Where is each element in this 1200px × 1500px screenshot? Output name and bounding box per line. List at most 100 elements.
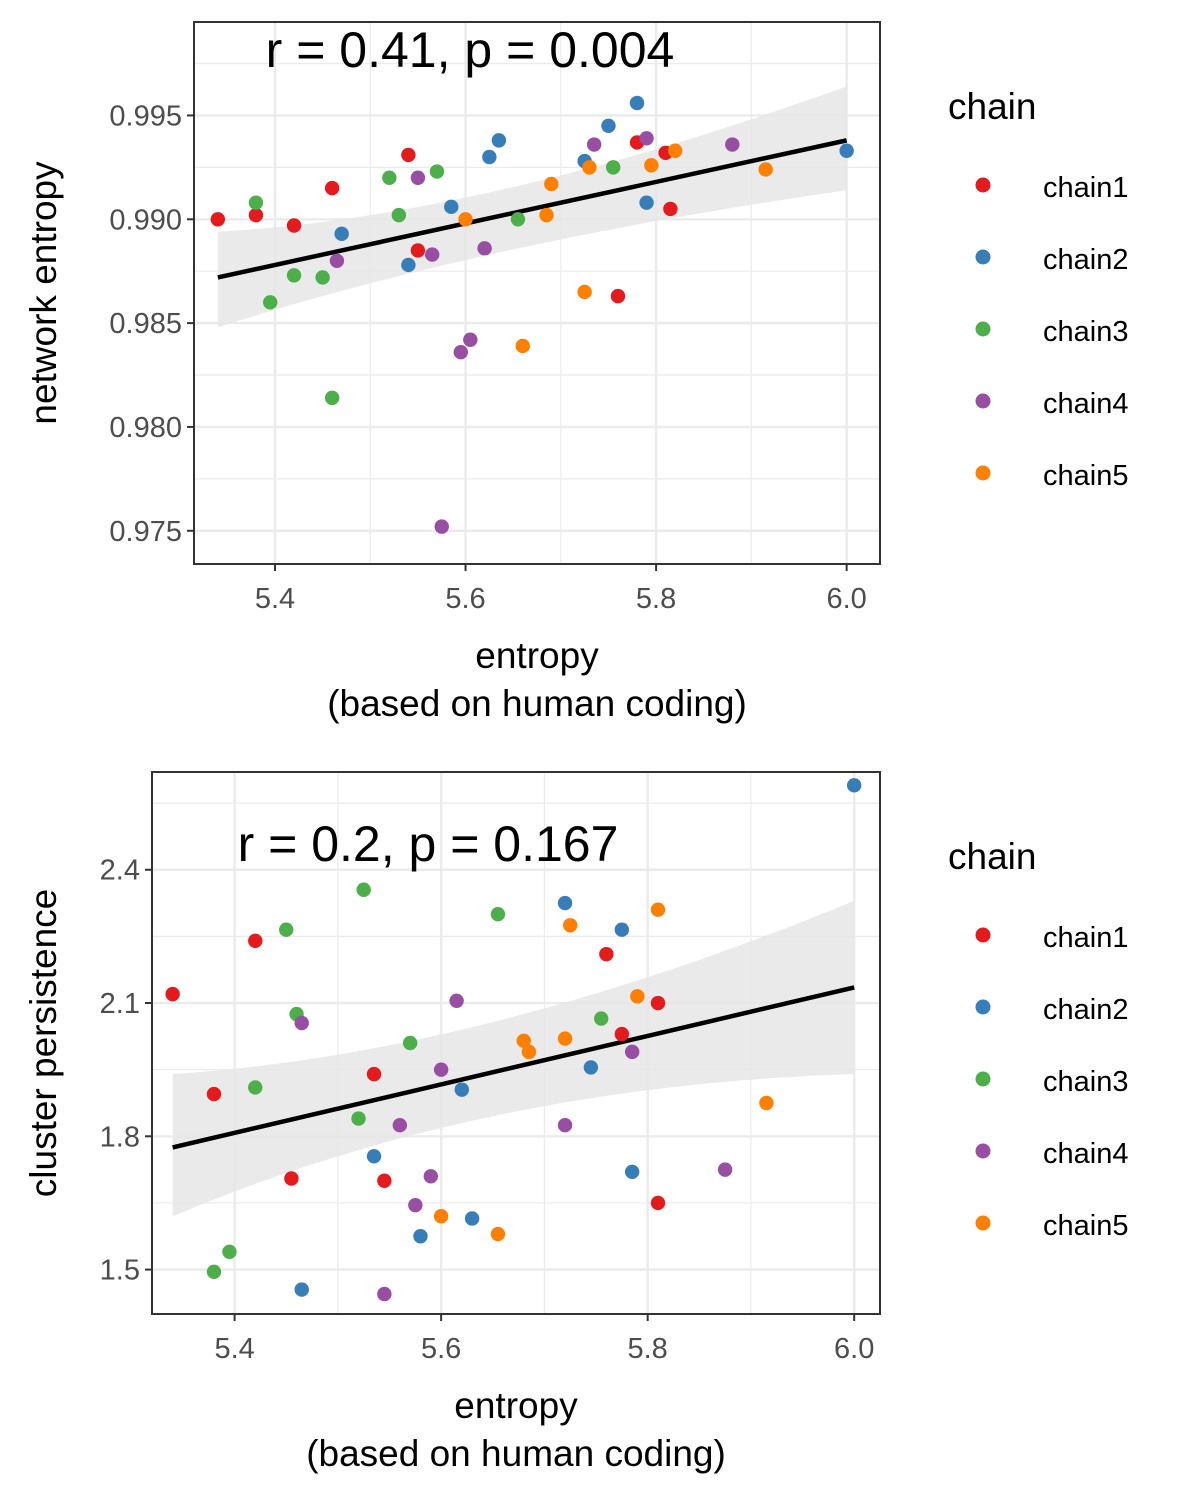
point-chain3 [356,882,371,897]
panel-border [193,21,881,565]
point-chain5 [563,918,578,933]
legend-key-chain2 [975,999,991,1015]
y-tick-label: 0.975 [109,516,182,548]
x-tick-label: 5.6 [421,1333,461,1365]
point-chain1 [650,995,666,1011]
point-chain3 [510,212,526,227]
point-chain3 [248,1080,263,1095]
point-chain2 [491,133,507,148]
y-tick-label: 2.4 [100,855,140,887]
point-chain5 [515,338,530,354]
point-chain4 [463,332,478,347]
x-tick-label: 5.8 [627,1333,667,1365]
point-chain5 [490,1226,506,1242]
legend: chain chain1 chain2 chain3 chain4 chain5 [948,86,1128,492]
point-chain3 [606,160,621,175]
legend-key-chain1 [975,177,991,193]
point-chain5 [630,989,645,1004]
y-tick-label: 0.980 [109,412,182,444]
point-chain4 [717,1162,733,1177]
point-chain3 [206,1264,222,1279]
point-chain4 [329,253,345,269]
legend-title: chain [948,836,1036,877]
legend-key-chain3 [975,1071,991,1087]
point-chain2 [294,1282,309,1297]
point-chain3 [263,295,278,310]
point-chain5 [667,143,683,158]
point-chain5 [544,176,559,192]
y-tick-label: 2.1 [100,988,140,1020]
x-tick-label: 6.0 [834,1333,874,1365]
point-chain2 [639,195,654,210]
point-chain1 [377,1173,392,1188]
x-tick-label: 5.6 [445,583,485,615]
point-chain1 [614,1026,630,1042]
legend-key-chain5 [975,1215,991,1231]
point-chain3 [286,268,302,283]
point-chain3 [382,170,397,185]
x-axis-title: entropy [454,1385,578,1426]
point-chain3 [593,1011,609,1026]
point-chain1 [650,1195,666,1211]
point-chain1 [165,986,180,1002]
point-chain1 [248,933,263,949]
point-chain1 [610,288,626,304]
y-axis-title: network entropy [23,161,64,425]
point-chain2 [464,1211,480,1226]
y-tick-label: 0.995 [109,100,182,132]
x-axis-subtitle: (based on human coding) [306,1433,726,1474]
point-chain3 [351,1111,366,1126]
legend-key-chain4 [975,1143,991,1159]
point-chain4 [557,1117,573,1133]
point-chain3 [248,195,264,210]
correlation-annotation: r = 0.41, p = 0.004 [266,22,675,78]
point-chain5 [759,1095,774,1111]
point-chain1 [248,207,264,223]
point-chain4 [453,344,468,360]
point-chain5 [521,1044,537,1060]
x-tick-label: 5.4 [255,583,295,615]
legend-key-chain2 [975,249,991,265]
point-chain3 [391,207,407,223]
regression-line [217,138,848,280]
legend-label-chain1: chain1 [1043,922,1128,954]
point-chain2 [334,226,349,242]
legend-label-chain4: chain4 [1043,388,1128,420]
point-chain1 [401,147,416,163]
point-chain4 [294,1015,309,1031]
point-chain2 [614,922,630,937]
point-chain4 [424,247,440,262]
regression-line [172,985,855,1150]
point-chain5 [650,902,666,917]
point-chain2 [624,1164,640,1180]
panel-border [151,771,881,1315]
y-tick-label: 1.5 [100,1255,140,1287]
legend-label-chain4: chain4 [1043,1138,1128,1170]
point-chain4 [410,170,426,185]
point-chain4 [639,131,654,146]
point-chain3 [315,270,330,285]
y-axis-title: cluster persistence [23,889,64,1197]
legend-label-chain3: chain3 [1043,316,1128,348]
point-chain3 [222,1244,237,1260]
bottom-panel: 5.4 5.6 5.8 6.0 1.5 1.8 2.1 2.4 r = 0.2, p = 0.1… [23,771,1128,1474]
legend-title: chain [948,86,1036,127]
point-chain4 [586,137,602,152]
point-chain4 [392,1117,408,1133]
point-chain5 [433,1209,449,1224]
point-chain4 [624,1044,640,1060]
point-chain2 [839,143,854,158]
point-chain5 [582,160,597,175]
legend-key-chain5 [975,465,991,481]
point-chain4 [433,1062,449,1077]
legend-label-chain5: chain5 [1043,460,1128,492]
point-chain2 [629,95,645,111]
y-tick-label: 1.8 [100,1121,140,1153]
point-chain2 [557,895,573,911]
point-chain2 [482,149,497,165]
top-panel: 5.4 5.6 5.8 6.0 0.975 0.980 0.985 0.990 0.995 r =… [23,21,1128,724]
point-chain4 [434,519,449,534]
point-chain2 [454,1082,469,1097]
point-chain5 [577,284,592,300]
